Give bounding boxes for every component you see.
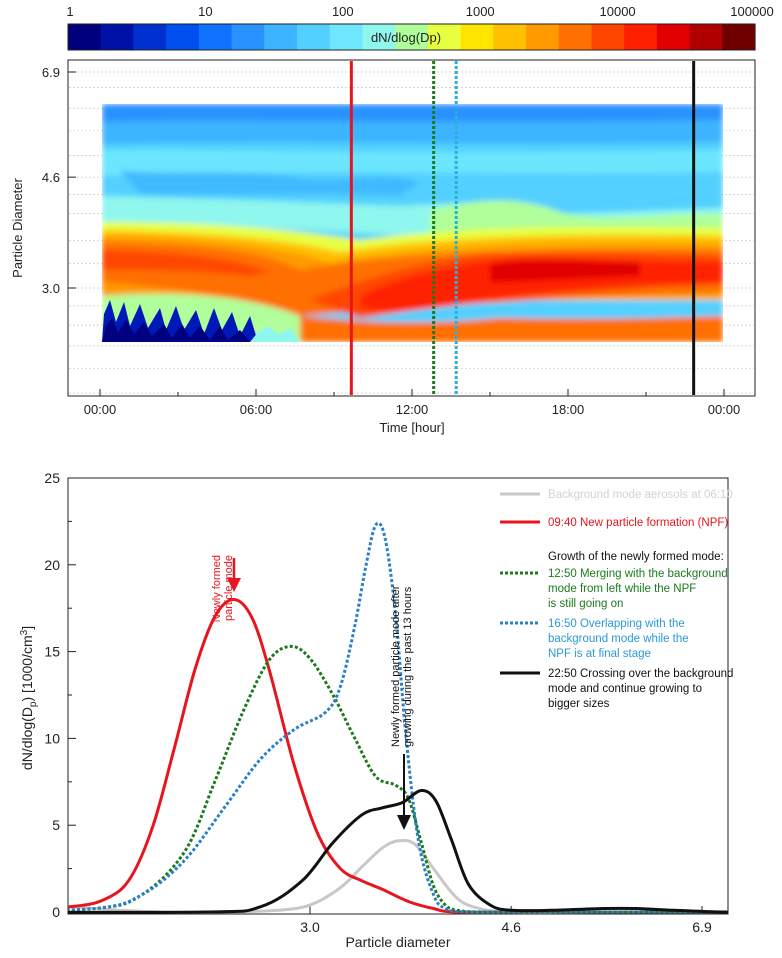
colorbar: 1 10 100 1000 10000 100000 dN/dlog(Dp) — [66, 4, 774, 51]
legend-entry-text: mode and continue growing to — [548, 683, 702, 695]
annotation-newly-formed: Newly formed particle mode — [211, 555, 241, 622]
line-y-ticks: 0 5 10 15 20 25 — [44, 470, 76, 920]
heatmap-vertical-markers — [349, 61, 696, 395]
line-y-tick-label: 25 — [44, 470, 60, 486]
colorbar-swatch — [558, 24, 593, 50]
series-npf-0940 — [68, 598, 728, 914]
heatmap-y-tick-label: 6.9 — [42, 65, 60, 80]
line-series-group — [68, 521, 728, 914]
line-y-tick-label: 5 — [52, 817, 60, 833]
legend: Background mode aerosols at 06:10 09:40 N… — [500, 489, 733, 710]
legend-entry-text: background mode while the — [548, 633, 689, 645]
colorbar-swatch — [427, 24, 462, 50]
legend-entry-text: 22:50 Crossing over the background — [548, 668, 733, 680]
colorbar-strips — [68, 24, 756, 50]
annotation-grown-mode-line-2: growing during the past 13 hours — [402, 586, 414, 747]
colorbar-swatch — [591, 24, 625, 50]
colorbar-tick-label: 10 — [198, 4, 212, 19]
line-y-tick-label: 15 — [44, 644, 60, 660]
line-panel: 0 5 10 15 20 25 3.0 4.6 6.9 Particle diameter d… — [19, 470, 733, 950]
line-x-ticks: 3.0 4.6 6.9 — [300, 906, 712, 935]
colorbar-tick-label: 1 — [66, 4, 73, 19]
colorbar-swatch — [329, 24, 364, 50]
series-merging-1250 — [68, 644, 728, 914]
heatmap-x-tick-label: 06:00 — [240, 402, 273, 417]
colorbar-swatch — [166, 24, 200, 50]
colorbar-swatch — [526, 24, 560, 50]
line-y-tick-label: 20 — [44, 557, 60, 573]
colorbar-swatch — [656, 24, 691, 50]
line-y-tick-label: 0 — [52, 904, 60, 920]
annotation-arrow-red-head — [227, 578, 241, 592]
heatmap-panel: 3.0 4.6 6.9 00:00 06:00 12:00 18:00 00:00 Time… — [10, 59, 756, 435]
legend-entry-text: 12:50 Merging with the background — [548, 568, 728, 580]
legend-growth-header: Growth of the newly formed mode: — [548, 551, 724, 563]
colorbar-swatch — [362, 24, 396, 50]
colorbar-label: dN/dlog(Dp) — [371, 30, 441, 45]
legend-entry-text: mode from left while the NPF — [548, 583, 696, 595]
legend-entry-text: 16:50 Overlapping with the — [548, 618, 685, 630]
colorbar-tick-label: 100000 — [730, 4, 773, 19]
colorbar-swatch — [493, 24, 527, 50]
colorbar-swatch — [624, 24, 658, 50]
heatmap-surface — [102, 104, 723, 342]
colorbar-swatch — [100, 24, 135, 50]
heatmap-x-tick-label: 00:00 — [708, 402, 741, 417]
colorbar-ticks: 1 10 100 1000 10000 100000 — [66, 4, 773, 19]
legend-entry-text: Background mode aerosols at 06:10 — [548, 489, 733, 501]
colorbar-swatch — [722, 24, 756, 50]
line-x-axis-label: Particle diameter — [345, 934, 450, 950]
colorbar-swatch — [297, 24, 331, 50]
colorbar-swatch — [395, 24, 429, 50]
line-y-tick-label: 10 — [44, 730, 60, 746]
annotation-grown-mode: Newly formed particle mode after growing… — [390, 585, 414, 830]
colorbar-swatch — [460, 24, 494, 50]
legend-entry-text: is still going on — [548, 598, 623, 610]
colorbar-tick-label: 10000 — [600, 4, 636, 19]
heatmap-x-axis-label: Time [hour] — [379, 420, 444, 435]
line-x-tick-label: 6.9 — [692, 919, 712, 935]
colorbar-swatch — [231, 24, 265, 50]
series-crossing-2250 — [68, 788, 728, 914]
colorbar-frame — [67, 23, 756, 51]
line-x-tick-label: 4.6 — [501, 919, 521, 935]
colorbar-tick-label: 1000 — [466, 4, 495, 19]
colorbar-swatch — [133, 24, 167, 50]
annotation-grown-mode-line-1: Newly formed particle mode after — [390, 585, 402, 747]
heatmap-y-axis-label: Particle Diameter — [10, 177, 25, 277]
heatmap-x-tick-label: 00:00 — [84, 402, 117, 417]
heatmap-x-tick-label: 12:00 — [396, 402, 429, 417]
annotation-newly-formed-line-2: particle mode — [223, 555, 235, 621]
colorbar-swatch — [264, 24, 298, 50]
line-x-tick-label: 3.0 — [300, 919, 320, 935]
heatmap-y-tick-label: 4.6 — [42, 170, 60, 185]
colorbar-tick-label: 100 — [332, 4, 354, 19]
heatmap-x-ticks: 00:00 06:00 12:00 18:00 00:00 — [84, 389, 741, 417]
line-y-axis-label: dN/dlog(Dp) [1000/cm3] — [19, 626, 39, 770]
legend-entry-text: NPF is at final stage — [548, 648, 651, 660]
colorbar-swatch — [198, 24, 233, 50]
colorbar-swatch — [689, 24, 723, 50]
legend-entry-text: 09:40 New particle formation (NPF) — [548, 517, 728, 529]
heatmap-x-tick-label: 18:00 — [552, 402, 585, 417]
heatmap-y-tick-label: 3.0 — [42, 281, 60, 296]
heatmap-y-ticks: 3.0 4.6 6.9 — [42, 65, 76, 296]
annotation-arrow-black-head — [397, 815, 411, 830]
legend-entry-text: bigger sizes — [548, 698, 610, 710]
annotation-newly-formed-line-1: Newly formed — [211, 555, 223, 622]
series-overlapping-1650 — [68, 521, 728, 914]
colorbar-swatch — [68, 24, 102, 50]
